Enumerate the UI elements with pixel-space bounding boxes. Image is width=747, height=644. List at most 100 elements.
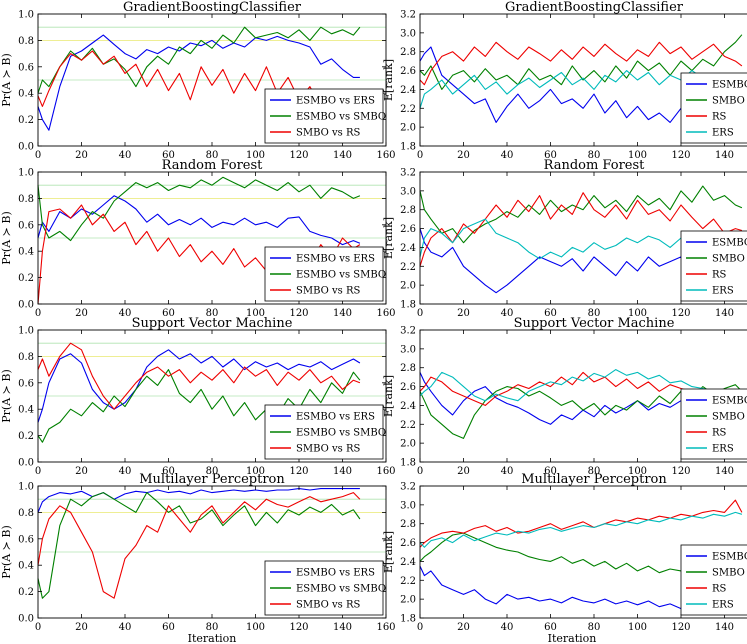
chart-panel-4: 0.0 0.2 0.4 0.6 0.8 1.0 0 20 40 60 80 100 120 140 160 S…: [0, 316, 396, 477]
x-tick-label: 20: [457, 466, 470, 477]
legend-label-3: ERS: [712, 600, 734, 611]
y-tick-label: 0.0: [18, 300, 34, 311]
legend-label-1: SMBO: [712, 254, 745, 265]
series-line-2: [419, 192, 743, 267]
x-tick-label: 80: [588, 622, 601, 633]
x-tick-label: 0: [35, 466, 41, 477]
x-tick-label: 60: [162, 308, 175, 319]
series-line-0: [37, 195, 361, 246]
series-line-0: [37, 349, 361, 423]
x-tick-label: 0: [417, 622, 423, 633]
legend-label-2: RS: [712, 584, 727, 595]
series-line-3: [419, 369, 743, 402]
x-tick-label: 120: [671, 150, 690, 161]
x-tick-label: 60: [162, 622, 175, 633]
legend-label-3: ERS: [712, 444, 734, 455]
legend: ESMBO SMBO RS ERS: [680, 72, 747, 144]
x-tick-label: 20: [457, 308, 470, 319]
y-tick-label: 0.2: [18, 115, 34, 126]
x-tick-label: 40: [119, 308, 132, 319]
x-tick-label: 60: [544, 622, 557, 633]
y-tick-label: 2.4: [400, 85, 416, 96]
x-tick-label: 80: [588, 466, 601, 477]
y-tick-label: 1.8: [400, 614, 416, 625]
x-tick-label: 100: [246, 308, 265, 319]
x-tick-label: 40: [119, 466, 132, 477]
legend: ESMBO SMBO RS ERS: [680, 388, 747, 460]
y-axis-label: Pr(A ≻ B): [0, 369, 13, 422]
x-tick-label: 0: [35, 150, 41, 161]
x-tick-label: 20: [75, 150, 88, 161]
x-tick-label: 40: [501, 308, 514, 319]
x-tick-label: 0: [417, 150, 423, 161]
x-tick-label: 160: [376, 150, 395, 161]
series-line-2: [37, 492, 361, 599]
legend-label-1: ESMBO vs SMBO: [296, 270, 386, 281]
legend-label-2: RS: [712, 270, 727, 281]
x-tick-label: 160: [376, 308, 395, 319]
x-tick-label: 120: [289, 466, 308, 477]
chart-panel-0: 0.0 0.2 0.4 0.6 0.8 1.0 0 20 40 60 80 100 120 140 160 G…: [0, 0, 396, 161]
y-tick-label: 1.0: [18, 10, 34, 21]
series-line-0: [37, 488, 360, 513]
y-tick-label: 2.6: [400, 538, 416, 549]
x-tick-label: 100: [246, 150, 265, 161]
y-tick-label: 2.2: [400, 420, 416, 431]
legend-label-3: ERS: [712, 286, 734, 297]
legend-label-1: SMBO: [712, 568, 745, 579]
y-tick-label: 3.2: [400, 10, 416, 21]
series-line-1: [419, 34, 743, 90]
y-tick-label: 3.2: [400, 168, 416, 179]
y-tick-label: 1.0: [18, 326, 34, 337]
series-line-3: [419, 511, 743, 548]
y-tick-label: 3.0: [400, 344, 416, 355]
x-tick-label: 80: [588, 308, 601, 319]
series-line-2: [419, 41, 743, 86]
series-line-2: [37, 342, 361, 410]
chart-panel-2: 0.0 0.2 0.4 0.6 0.8 1.0 0 20 40 60 80 100 120 140 160 R…: [0, 158, 396, 319]
x-tick-label: 120: [289, 150, 308, 161]
chart-panel-5: 1.8 2.0 2.2 2.4 2.6 2.8 3.0 3.2 0 20 40 60 80 100 120 1…: [382, 316, 747, 477]
legend: ESMBO vs ERS ESMBO vs SMBO SMBO vs RS: [264, 560, 386, 616]
legend-label-0: ESMBO: [712, 238, 747, 249]
series-line-0: [37, 34, 360, 131]
x-tick-label: 60: [544, 308, 557, 319]
y-tick-label: 3.0: [400, 500, 416, 511]
x-tick-label: 140: [333, 308, 352, 319]
legend-label-2: SMBO vs RS: [296, 444, 360, 455]
x-tick-label: 100: [246, 622, 265, 633]
y-tick-label: 0.6: [18, 534, 34, 545]
y-tick-label: 2.4: [400, 243, 416, 254]
y-tick-label: 3.2: [400, 326, 416, 337]
y-tick-label: 1.0: [18, 168, 34, 179]
y-tick-label: 0.2: [18, 587, 34, 598]
chart-panel-3: 1.8 2.0 2.2 2.4 2.6 2.8 3.0 3.2 0 20 40 60 80 100 120 1…: [382, 158, 747, 319]
chart-panel-6: 0.0 0.2 0.4 0.6 0.8 1.0 0 20 40 60 80 100 120 140 160 M…: [0, 472, 396, 633]
series-line-1: [37, 176, 361, 242]
legend-label-1: ESMBO vs SMBO: [296, 428, 386, 439]
x-tick-label: 100: [628, 622, 647, 633]
chart-title: Multilayer Perceptron: [521, 472, 667, 487]
x-tick-label: 20: [457, 622, 470, 633]
x-tick-label: 100: [246, 466, 265, 477]
x-axis-label-right: Iteration: [548, 632, 597, 644]
x-tick-label: 0: [417, 466, 423, 477]
legend-label-0: ESMBO vs ERS: [296, 568, 375, 579]
y-tick-label: 0.8: [18, 194, 34, 205]
legend: ESMBO vs ERS ESMBO vs SMBO SMBO vs RS: [264, 88, 386, 144]
chart-title: GradientBoostingClassifier: [123, 0, 302, 15]
y-tick-label: 0.6: [18, 378, 34, 389]
x-tick-label: 140: [715, 150, 734, 161]
y-tick-label: 0.0: [18, 614, 34, 625]
legend-label-2: RS: [712, 112, 727, 123]
x-tick-label: 0: [35, 308, 41, 319]
x-tick-label: 80: [206, 622, 219, 633]
legend-label-0: ESMBO vs ERS: [296, 96, 375, 107]
x-tick-label: 60: [162, 150, 175, 161]
legend: ESMBO vs ERS ESMBO vs SMBO SMBO vs RS: [264, 404, 386, 460]
legend-label-3: ERS: [712, 128, 734, 139]
x-tick-label: 140: [333, 466, 352, 477]
x-axis-label-left: Iteration: [188, 632, 237, 644]
